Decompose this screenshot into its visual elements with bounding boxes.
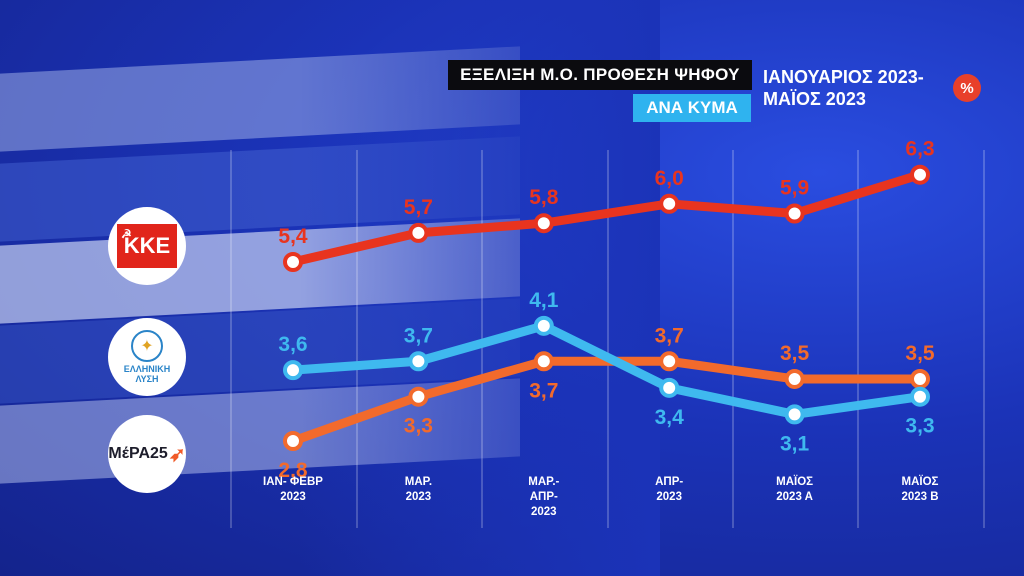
period-label: ΙΑΝΟΥΑΡΙΟΣ 2023- ΜΑΪΟΣ 2023	[763, 66, 924, 110]
data-point-mera25	[533, 351, 554, 372]
data-label-kke: 6,3	[905, 138, 934, 161]
chart-subtitle: ΑΝΑ ΚΥΜΑ	[633, 94, 751, 122]
hammer-sickle-icon: ☭	[121, 227, 132, 241]
data-point-elliniki_lysi	[659, 377, 680, 398]
data-point-kke	[784, 203, 805, 224]
data-point-kke	[283, 252, 303, 272]
data-point-mera25	[659, 351, 680, 372]
data-label-kke: 5,9	[780, 177, 809, 200]
elliniki-lysi-logo: ✦ ΕΛΛΗΝΙΚΗ ΛΥΣΗ	[108, 318, 186, 396]
mera25-emblem: ΜέΡΑ25 ➶	[108, 442, 185, 467]
mera25-logo: ΜέΡΑ25 ➶	[108, 415, 186, 493]
data-point-elliniki_lysi	[910, 386, 930, 407]
kke-emblem: ☭ ΚΚΕ	[117, 224, 177, 268]
data-label-kke: 6,0	[655, 167, 684, 190]
el-line-2: ΛΥΣΗ	[135, 374, 159, 384]
data-point-mera25	[910, 368, 930, 389]
x-axis-label: ΜΑΪΟΣ 2023 Β	[901, 476, 939, 503]
data-label-mera25: 3,5	[905, 342, 935, 365]
data-point-mera25	[408, 386, 429, 407]
data-point-mera25	[784, 368, 805, 389]
data-point-elliniki_lysi	[283, 360, 303, 381]
data-point-kke	[910, 164, 930, 185]
data-label-mera25: 3,7	[529, 379, 558, 402]
data-label-elliniki_lysi: 4,1	[529, 289, 559, 312]
kke-logo: ☭ ΚΚΕ	[108, 207, 186, 285]
elliniki-lysi-logo-text: ΕΛΛΗΝΙΚΗ ΛΥΣΗ	[124, 364, 171, 384]
x-axis-label: ΜΑΡ.- ΑΠΡ- 2023	[528, 476, 560, 518]
series-line-elliniki_lysi	[288, 321, 925, 419]
data-point-kke	[533, 213, 554, 234]
period-line-2: ΜΑΪΟΣ 2023	[763, 89, 866, 109]
data-point-kke	[408, 222, 429, 243]
data-label-elliniki_lysi: 3,3	[905, 415, 934, 438]
el-line-1: ΕΛΛΗΝΙΚΗ	[123, 364, 171, 374]
background-fade	[300, 0, 660, 576]
data-point-elliniki_lysi	[784, 404, 805, 425]
data-label-kke: 5,7	[404, 196, 433, 219]
data-label-elliniki_lysi: 3,4	[655, 406, 685, 429]
mera25-logo-text: ΜέΡΑ25	[108, 445, 168, 462]
data-label-elliniki_lysi: 3,1	[780, 432, 810, 455]
data-label-kke: 5,8	[529, 186, 559, 209]
percent-badge: %	[953, 74, 981, 102]
period-line-1: ΙΑΝΟΥΑΡΙΟΣ 2023-	[763, 67, 924, 87]
kke-logo-text: ΚΚΕ	[123, 233, 171, 258]
data-label-mera25: 3,3	[404, 415, 433, 438]
x-axis-label: ΜΑΡ. 2023	[404, 476, 433, 503]
data-label-mera25: 3,5	[780, 342, 810, 365]
data-point-kke	[659, 193, 680, 214]
data-point-elliniki_lysi	[408, 351, 429, 372]
data-point-elliniki_lysi	[533, 315, 554, 336]
bird-icon: ➶	[168, 443, 186, 466]
data-label-elliniki_lysi: 3,7	[404, 324, 433, 347]
series-line-mera25	[288, 356, 925, 446]
x-axis-label: ΜΑΪΟΣ 2023 Α	[776, 476, 814, 503]
x-axis-label: ΑΠΡ- 2023	[655, 476, 684, 503]
data-label-kke: 5,4	[278, 225, 308, 248]
data-point-mera25	[283, 431, 303, 451]
data-label-mera25: 3,7	[655, 324, 684, 347]
x-axis-label: ΙΑΝ- ΦΕΒΡ 2023	[263, 476, 323, 503]
compass-icon: ✦	[131, 330, 163, 362]
series-line-kke	[288, 170, 925, 267]
data-label-mera25: 2,8	[278, 459, 308, 482]
chart-title: ΕΞΕΛΙΞΗ Μ.Ο. ΠΡΟΘΕΣΗ ΨΗΦΟΥ	[448, 60, 752, 90]
data-label-elliniki_lysi: 3,6	[278, 333, 307, 356]
